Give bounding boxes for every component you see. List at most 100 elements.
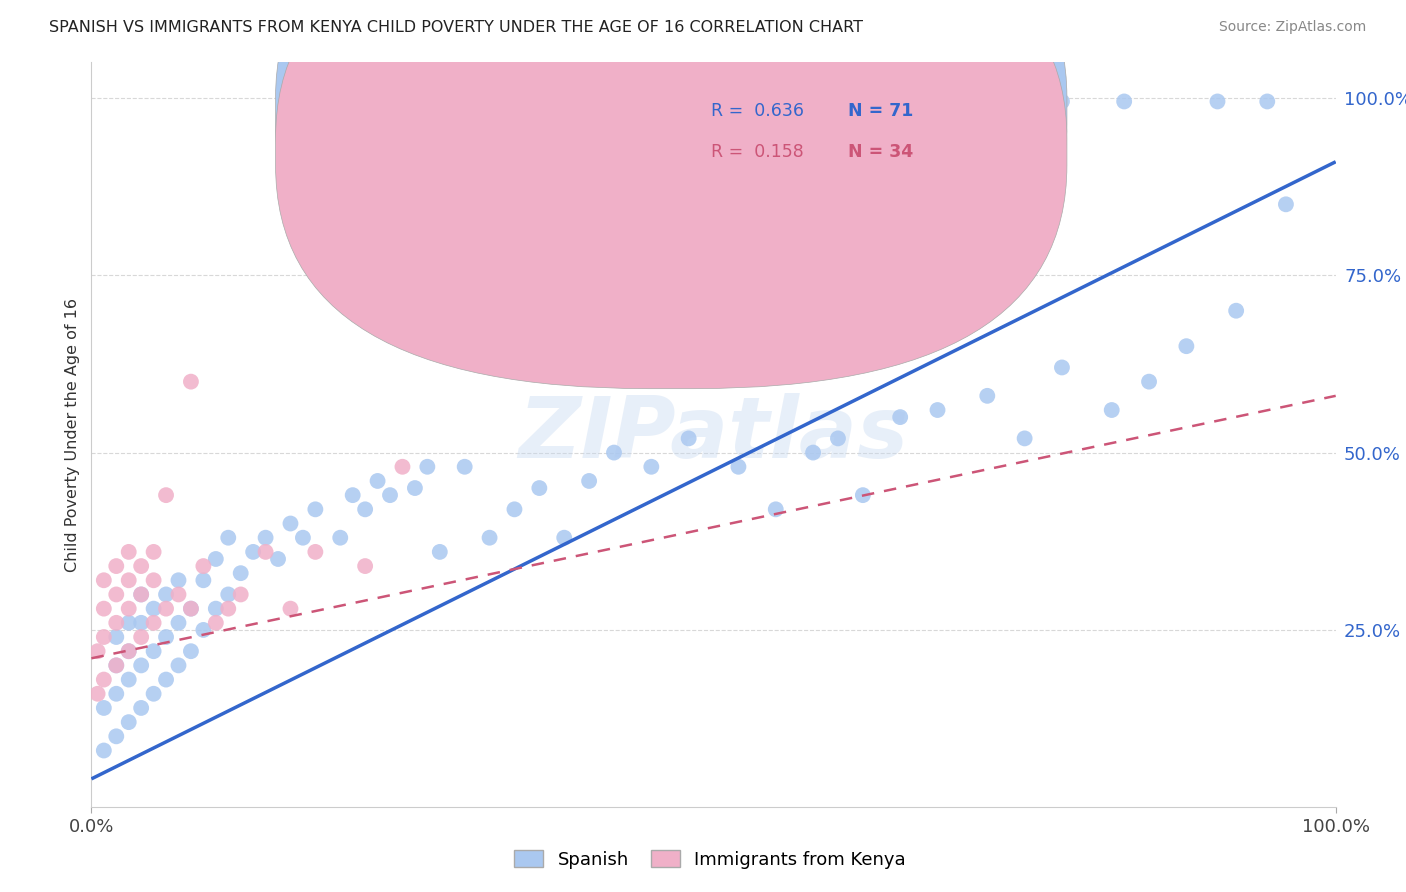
Point (727, 459, 749, 474)
Point (304, 502, 326, 516)
Text: ZIPatlas: ZIPatlas (519, 393, 908, 476)
Point (522, 95, 544, 109)
Point (86, 644, 108, 658)
Point (129, 615, 152, 630)
Point (155, 673, 177, 687)
Point (167, 658, 190, 673)
Point (142, 687, 165, 701)
Point (702, 247, 725, 261)
Point (529, 481, 551, 495)
Point (205, 552, 228, 566)
Point (205, 615, 228, 630)
Point (1137, 375, 1160, 389)
Point (193, 623, 215, 637)
Point (1256, 95, 1278, 109)
Point (378, 488, 401, 502)
Point (1050, 360, 1073, 375)
Legend: Spanish, Immigrants from Kenya: Spanish, Immigrants from Kenya (508, 843, 912, 876)
Point (118, 615, 141, 630)
FancyBboxPatch shape (633, 83, 931, 169)
Point (354, 502, 377, 516)
Point (129, 701, 152, 715)
Point (180, 601, 202, 615)
Point (105, 615, 128, 630)
Point (105, 658, 128, 673)
Point (291, 531, 314, 545)
Point (129, 559, 152, 574)
Point (167, 615, 190, 630)
Point (678, 431, 700, 445)
Point (254, 531, 277, 545)
Point (404, 481, 426, 495)
Point (1114, 95, 1136, 109)
Text: N = 71: N = 71 (848, 102, 914, 120)
Point (827, 431, 849, 445)
Point (180, 375, 202, 389)
Point (1275, 197, 1298, 211)
Point (167, 587, 190, 601)
Point (118, 644, 141, 658)
Point (852, 488, 875, 502)
Point (354, 559, 377, 574)
Point (93, 743, 115, 757)
Point (105, 587, 128, 601)
Y-axis label: Child Poverty Under the Age of 16: Child Poverty Under the Age of 16 (65, 298, 80, 572)
Point (142, 615, 165, 630)
Point (155, 630, 177, 644)
Point (304, 545, 326, 559)
Point (1101, 403, 1123, 417)
Point (217, 601, 239, 615)
Point (1206, 95, 1229, 109)
Point (640, 459, 662, 474)
Point (129, 587, 152, 601)
FancyBboxPatch shape (276, 0, 1067, 348)
Point (142, 601, 165, 615)
Point (578, 95, 600, 109)
Text: SPANISH VS IMMIGRANTS FROM KENYA CHILD POVERTY UNDER THE AGE OF 16 CORRELATION C: SPANISH VS IMMIGRANTS FROM KENYA CHILD P… (49, 20, 863, 35)
Point (503, 502, 526, 516)
Point (180, 644, 202, 658)
Point (429, 545, 451, 559)
Point (280, 516, 302, 531)
FancyBboxPatch shape (276, 0, 1067, 389)
Point (105, 630, 128, 644)
Text: Source: ZipAtlas.com: Source: ZipAtlas.com (1219, 20, 1367, 34)
Point (118, 601, 141, 615)
Point (453, 459, 475, 474)
Point (280, 601, 302, 615)
Point (167, 574, 190, 588)
Point (118, 574, 141, 588)
Point (1014, 431, 1036, 445)
Point (1225, 303, 1247, 318)
Point (93, 673, 115, 687)
Point (86, 687, 108, 701)
Point (889, 410, 911, 425)
Point (267, 552, 290, 566)
Point (155, 587, 177, 601)
Point (765, 502, 787, 516)
Point (1050, 95, 1073, 109)
Text: R =  0.158: R = 0.158 (711, 143, 804, 161)
Point (129, 587, 152, 601)
Point (93, 574, 115, 588)
Point (105, 729, 128, 743)
Point (229, 587, 252, 601)
Point (93, 601, 115, 615)
Point (118, 673, 141, 687)
Point (553, 531, 575, 545)
Point (180, 601, 202, 615)
Point (193, 574, 215, 588)
Point (129, 658, 152, 673)
Point (93, 630, 115, 644)
Point (142, 574, 165, 588)
Point (1175, 339, 1198, 353)
Text: R =  0.636: R = 0.636 (711, 102, 804, 120)
Point (118, 545, 141, 559)
Point (155, 488, 177, 502)
Point (105, 658, 128, 673)
Point (142, 545, 165, 559)
Point (142, 644, 165, 658)
Point (105, 687, 128, 701)
Point (391, 459, 413, 474)
Point (342, 488, 364, 502)
